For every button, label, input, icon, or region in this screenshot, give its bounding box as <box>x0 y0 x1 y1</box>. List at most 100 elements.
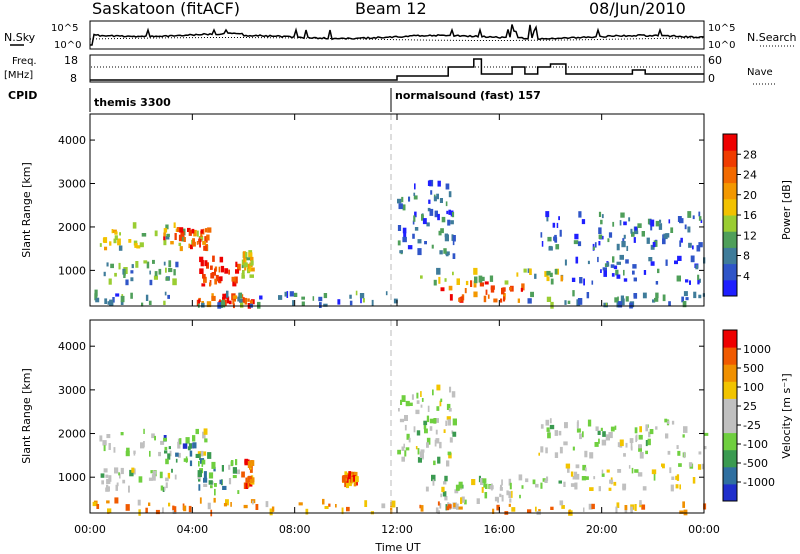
range-cell <box>211 295 216 301</box>
range-cell <box>435 429 438 435</box>
range-cell <box>398 203 403 210</box>
range-cell <box>670 484 674 492</box>
range-cell <box>151 433 155 439</box>
range-cell <box>435 507 439 514</box>
range-cell <box>203 483 208 487</box>
range-cell <box>572 290 575 297</box>
range-cell <box>445 420 447 426</box>
range-cell <box>103 445 106 452</box>
range-cell <box>405 400 410 407</box>
range-cell <box>440 228 444 234</box>
range-cell <box>573 240 579 245</box>
range-cell <box>615 506 618 513</box>
range-cell <box>470 280 473 287</box>
range-cell <box>165 267 167 273</box>
range-cell <box>249 263 251 268</box>
range-cell <box>223 503 227 507</box>
range-cell <box>172 278 177 286</box>
range-cell <box>558 216 560 221</box>
nave-trace <box>90 58 704 81</box>
range-cell <box>237 263 241 271</box>
range-cell <box>540 232 543 238</box>
range-cell <box>503 296 506 302</box>
range-cell <box>175 261 179 268</box>
range-cell <box>177 441 181 449</box>
range-cell <box>178 227 184 233</box>
range-cell <box>667 450 671 455</box>
nsky-trace <box>90 24 705 46</box>
range-cell <box>143 428 145 434</box>
x-tick-label: 08:00 <box>279 523 311 536</box>
range-cell <box>444 278 447 282</box>
range-cell <box>652 299 656 303</box>
power-cells <box>94 179 706 309</box>
range-cell <box>425 486 429 492</box>
range-cell <box>175 458 178 463</box>
range-cell <box>436 267 441 275</box>
range-cell <box>607 238 610 243</box>
range-cell <box>615 269 619 276</box>
range-cell <box>185 437 190 444</box>
range-cell <box>427 207 431 212</box>
range-cell <box>416 392 419 399</box>
range-cell <box>668 219 671 224</box>
range-cell <box>440 287 445 292</box>
range-cell <box>169 450 172 457</box>
range-cell <box>163 486 166 491</box>
range-cell <box>538 452 540 456</box>
range-cell <box>619 439 624 447</box>
range-cell <box>200 230 203 238</box>
range-cell <box>676 445 679 449</box>
range-cell <box>353 471 358 477</box>
range-cell <box>245 257 250 261</box>
range-cell <box>140 442 145 449</box>
range-cell <box>426 222 430 227</box>
range-cell <box>460 497 463 504</box>
range-cell <box>620 212 625 218</box>
range-cell <box>633 277 637 282</box>
range-cell <box>689 280 691 285</box>
range-cell <box>443 481 447 485</box>
range-cell <box>420 505 424 512</box>
range-cell <box>397 198 402 204</box>
range-cell <box>417 239 422 244</box>
range-cell <box>174 233 177 240</box>
range-cell <box>149 450 151 457</box>
range-cell <box>428 199 431 204</box>
range-cell <box>697 274 700 281</box>
range-cell <box>244 297 248 305</box>
range-cell <box>222 485 227 490</box>
range-cell <box>153 275 158 280</box>
range-cell <box>104 298 108 304</box>
range-cell <box>648 431 651 438</box>
range-cell <box>213 497 216 503</box>
range-cell <box>114 231 118 235</box>
range-cell <box>550 506 554 510</box>
range-cell <box>413 192 416 196</box>
range-cell <box>610 426 615 432</box>
range-cell <box>125 504 130 511</box>
range-cell <box>449 437 453 443</box>
range-cell <box>445 201 448 207</box>
range-cell <box>424 428 428 434</box>
range-cell <box>249 274 254 278</box>
range-cell <box>603 302 608 308</box>
range-cell <box>385 291 388 296</box>
range-cell <box>301 296 305 300</box>
range-cell <box>131 264 134 269</box>
range-cell <box>426 415 430 423</box>
range-cell <box>102 238 105 242</box>
range-cell <box>577 241 582 247</box>
range-cell <box>598 234 603 239</box>
range-cell <box>635 434 638 441</box>
range-cell <box>451 430 454 434</box>
range-cell <box>301 301 305 306</box>
range-cell <box>684 224 687 230</box>
range-cell <box>436 384 441 391</box>
range-cell <box>239 298 243 303</box>
nsky-label: N.Sky <box>4 31 36 44</box>
range-cell <box>521 485 524 489</box>
range-cell <box>525 478 529 483</box>
range-cell <box>549 418 552 424</box>
range-cell <box>151 474 156 481</box>
